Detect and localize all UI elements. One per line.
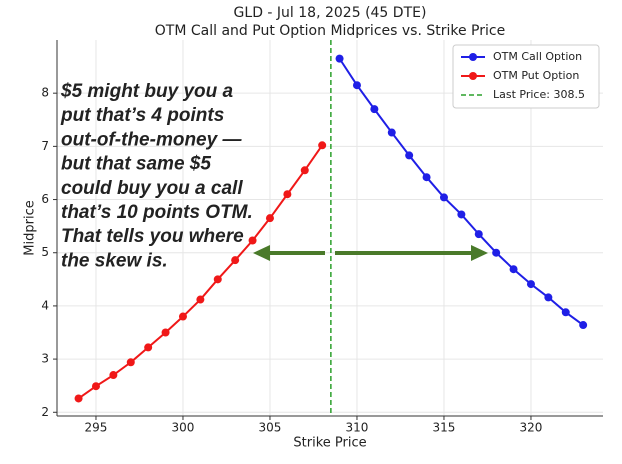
data-point bbox=[474, 230, 483, 239]
y-tick-label: 2 bbox=[41, 405, 49, 419]
x-tick-label: 305 bbox=[259, 421, 282, 435]
data-point bbox=[213, 275, 222, 284]
x-tick-label: 300 bbox=[172, 421, 195, 435]
annotation-line: out-of-the-money — bbox=[61, 129, 242, 150]
data-point bbox=[439, 193, 448, 202]
data-point bbox=[178, 312, 187, 321]
arrow-head bbox=[253, 245, 270, 261]
data-point bbox=[544, 293, 553, 302]
x-tick-label: 310 bbox=[346, 421, 369, 435]
annotation-line: $5 might buy you a bbox=[60, 81, 234, 102]
y-tick-label: 3 bbox=[41, 352, 49, 366]
y-tick-label: 4 bbox=[41, 298, 49, 312]
legend-label: Last Price: 308.5 bbox=[493, 88, 585, 101]
chart-title: GLD - Jul 18, 2025 (45 DTE) bbox=[234, 5, 427, 21]
y-axis-label: Midprice bbox=[23, 200, 38, 255]
legend-label: OTM Call Option bbox=[493, 50, 582, 63]
data-point bbox=[492, 248, 501, 257]
x-tick-label: 315 bbox=[433, 421, 456, 435]
data-point bbox=[74, 394, 83, 403]
arrow-head bbox=[471, 245, 488, 261]
data-point bbox=[509, 265, 518, 274]
data-point bbox=[91, 382, 100, 391]
annotation: $5 might buy you a put that’s 4 points out… bbox=[60, 81, 253, 271]
data-point bbox=[457, 210, 466, 219]
data-point bbox=[387, 128, 396, 137]
data-point bbox=[561, 308, 570, 317]
data-point bbox=[161, 328, 170, 337]
legend: OTM Call Option OTM Put Option Last Price:… bbox=[452, 44, 600, 109]
data-point bbox=[370, 105, 379, 114]
annotation-line: the skew is. bbox=[61, 250, 168, 271]
annotation-line: that’s 10 points OTM. bbox=[61, 202, 253, 223]
x-tick-label: 320 bbox=[520, 421, 543, 435]
annotation-line: That tells you where bbox=[61, 226, 244, 247]
annotation-line: could buy you a call bbox=[61, 178, 243, 199]
chart-subtitle: OTM Call and Put Option Midprices vs. St… bbox=[155, 23, 505, 39]
data-point bbox=[335, 54, 344, 63]
y-tick-label: 5 bbox=[41, 245, 49, 259]
x-axis-label: Strike Price bbox=[293, 436, 366, 451]
y-tick-label: 6 bbox=[41, 192, 49, 206]
data-point bbox=[265, 214, 274, 223]
plot-area: 295 300 305 310 315 320 2 3 4 5 6 7 8 bbox=[41, 40, 603, 435]
data-point bbox=[422, 173, 431, 182]
arrows bbox=[253, 245, 488, 261]
annotation-line: but that same $5 bbox=[61, 154, 211, 175]
data-point bbox=[283, 190, 292, 199]
data-point bbox=[405, 151, 414, 160]
legend-marker bbox=[469, 72, 477, 80]
x-tick-label: 295 bbox=[85, 421, 108, 435]
data-point bbox=[109, 371, 118, 380]
data-point bbox=[352, 81, 361, 90]
data-point bbox=[300, 166, 309, 175]
legend-label: OTM Put Option bbox=[493, 69, 579, 82]
data-point bbox=[526, 280, 535, 289]
annotation-line: put that’s 4 points bbox=[60, 105, 224, 126]
data-point bbox=[126, 358, 135, 367]
data-point bbox=[318, 141, 327, 150]
data-point bbox=[144, 343, 153, 352]
data-point bbox=[231, 256, 240, 265]
y-tick-label: 8 bbox=[41, 86, 49, 100]
data-point bbox=[248, 236, 257, 245]
legend-marker bbox=[469, 53, 477, 61]
data-point bbox=[196, 295, 205, 304]
legend-box bbox=[452, 44, 600, 109]
y-tick-label: 7 bbox=[41, 139, 49, 153]
data-point bbox=[579, 321, 588, 330]
